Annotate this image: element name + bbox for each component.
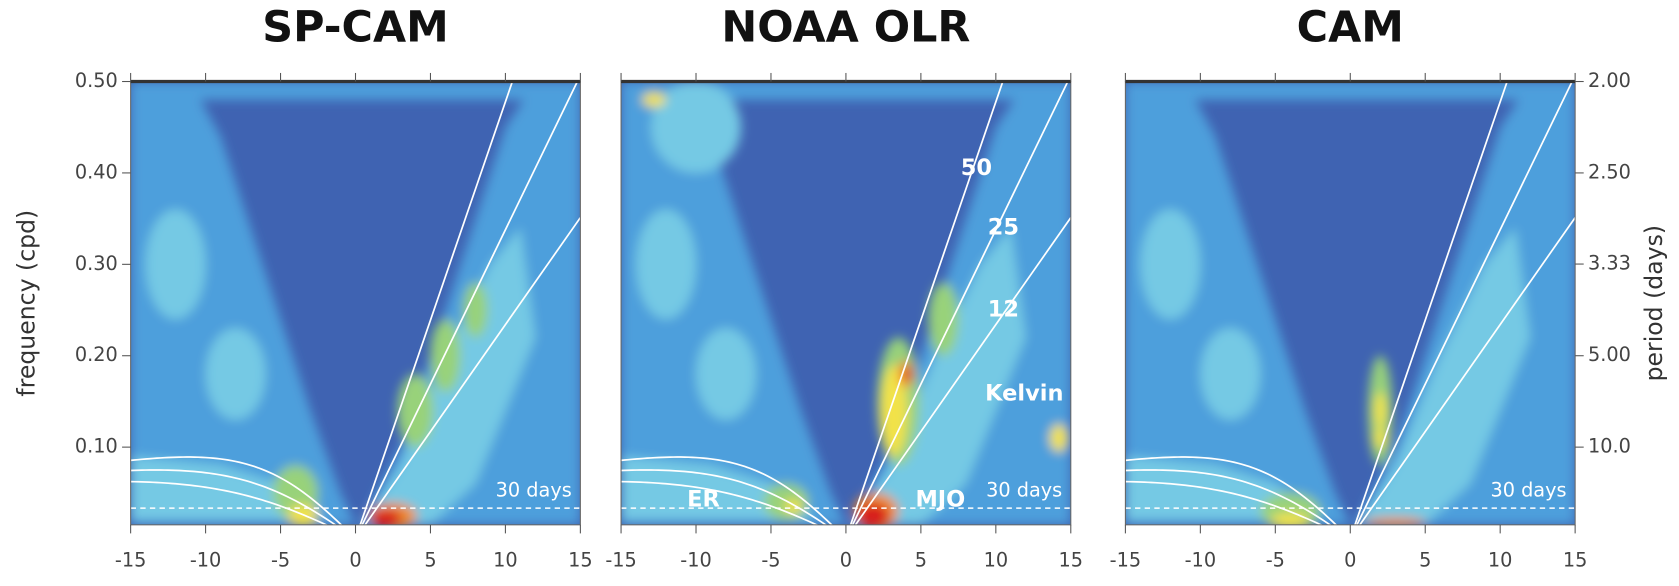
panel: CAM 30 days -15 -10 -5 0 5 10 15 2.00 2.50 3.33 5.00… xyxy=(1110,3,1668,572)
shading-blob xyxy=(205,328,266,420)
kelvin-line xyxy=(854,217,1071,525)
plot-area xyxy=(1125,81,1576,525)
kelvin-line xyxy=(849,81,1004,525)
y2-tick-label: 10.0 xyxy=(1588,435,1631,458)
er-curve xyxy=(130,480,329,525)
y2-tick-label: 5.00 xyxy=(1588,343,1631,366)
depth-label: 50 xyxy=(961,155,992,181)
x-tick-label: 10 xyxy=(1488,549,1513,572)
shading-blob xyxy=(1140,209,1201,320)
x-tick-label: -5 xyxy=(761,549,780,572)
shading-blob xyxy=(763,483,809,521)
shading-region xyxy=(853,227,1026,525)
kelvin-line xyxy=(1355,81,1574,525)
kelvin-line xyxy=(364,217,581,525)
shading-blob xyxy=(1049,424,1068,452)
er-curve xyxy=(621,456,833,525)
kelvin-line xyxy=(359,81,514,525)
annotation: Kelvin xyxy=(985,381,1063,407)
depth-label: 12 xyxy=(988,297,1019,323)
shading-region xyxy=(1125,81,1576,100)
x-tick-label: -10 xyxy=(190,549,221,572)
plot-area xyxy=(130,81,581,525)
reference-label: 30 days xyxy=(1490,478,1566,501)
shading-blob xyxy=(696,328,756,420)
panel-title: SP-CAM xyxy=(262,3,448,53)
y-tick-label: 0.50 xyxy=(75,69,118,92)
annotation: ER xyxy=(687,487,720,513)
reference-label: 30 days xyxy=(496,478,572,501)
shading-blob xyxy=(880,364,908,457)
er-curve xyxy=(1125,469,1332,525)
shading-region xyxy=(130,81,356,525)
shading-blob xyxy=(288,504,319,525)
x-tick-label: 0 xyxy=(840,549,852,572)
reference-label: 30 days xyxy=(986,478,1062,501)
depth-label: 25 xyxy=(988,214,1019,240)
kelvin-line xyxy=(851,81,1069,525)
plot-area xyxy=(621,81,1071,525)
kelvin-line xyxy=(1354,81,1509,525)
er-curve xyxy=(621,469,828,525)
x-tick-label: 10 xyxy=(493,549,518,572)
er-curve xyxy=(130,469,337,525)
x-tick-label: -5 xyxy=(1266,549,1285,572)
shading-blob xyxy=(368,509,402,525)
y-tick-label: 0.40 xyxy=(75,160,118,183)
shading-blob xyxy=(642,92,667,108)
shading-region xyxy=(1125,81,1351,525)
er-curve xyxy=(621,480,819,525)
shading-blob xyxy=(463,282,488,338)
y2-tick-label: 2.00 xyxy=(1588,69,1631,92)
y2-tick-label: 3.33 xyxy=(1588,252,1631,275)
shading-blob xyxy=(1374,392,1387,429)
shading-region xyxy=(1357,227,1531,525)
x-tick-label: 15 xyxy=(568,549,593,572)
x-tick-label: -5 xyxy=(271,549,290,572)
x-tick-label: 0 xyxy=(1344,549,1356,572)
kelvin-line xyxy=(1358,217,1576,525)
x-tick-label: 5 xyxy=(915,549,927,572)
panel: SP-CAM 30 days -15 -10 -5 0 5 10 15 0.10 0.20 0.30 0… xyxy=(12,3,593,572)
shading-blob xyxy=(904,366,914,382)
shading-blob xyxy=(145,209,206,320)
panel-title: NOAA OLR xyxy=(721,3,970,53)
shading-region xyxy=(130,81,581,100)
er-curve xyxy=(1125,456,1338,525)
y-tick-label: 0.10 xyxy=(75,435,118,458)
y2-axis-label: period (days) xyxy=(1640,225,1668,381)
shading-blob xyxy=(1270,512,1310,525)
y-tick-label: 0.20 xyxy=(75,343,118,366)
x-tick-label: 0 xyxy=(349,549,361,572)
x-tick-label: 5 xyxy=(1419,549,1431,572)
panel-title: CAM xyxy=(1297,3,1404,53)
x-tick-label: 5 xyxy=(424,549,436,572)
shading-blob xyxy=(1365,517,1426,525)
x-tick-label: 15 xyxy=(1563,549,1588,572)
er-curve xyxy=(1125,480,1324,525)
kelvin-line xyxy=(361,81,579,525)
shading-region xyxy=(621,81,1071,100)
x-tick-label: -15 xyxy=(115,549,146,572)
annotation: MJO xyxy=(915,487,965,513)
x-tick-label: -15 xyxy=(1110,549,1141,572)
x-tick-label: -15 xyxy=(605,549,636,572)
shading-blob xyxy=(651,81,741,173)
y-axis-label: frequency (cpd) xyxy=(12,210,40,397)
shading-blob xyxy=(636,209,697,320)
shading-blob xyxy=(928,282,959,356)
x-tick-label: -10 xyxy=(1185,549,1216,572)
shading-region xyxy=(621,81,846,525)
y-tick-label: 0.30 xyxy=(75,252,118,275)
shading-blob xyxy=(1200,328,1261,420)
x-tick-label: 10 xyxy=(984,549,1009,572)
y2-tick-label: 2.50 xyxy=(1588,160,1631,183)
x-tick-label: -10 xyxy=(680,549,711,572)
x-tick-label: 15 xyxy=(1059,549,1084,572)
er-curve xyxy=(130,456,343,525)
